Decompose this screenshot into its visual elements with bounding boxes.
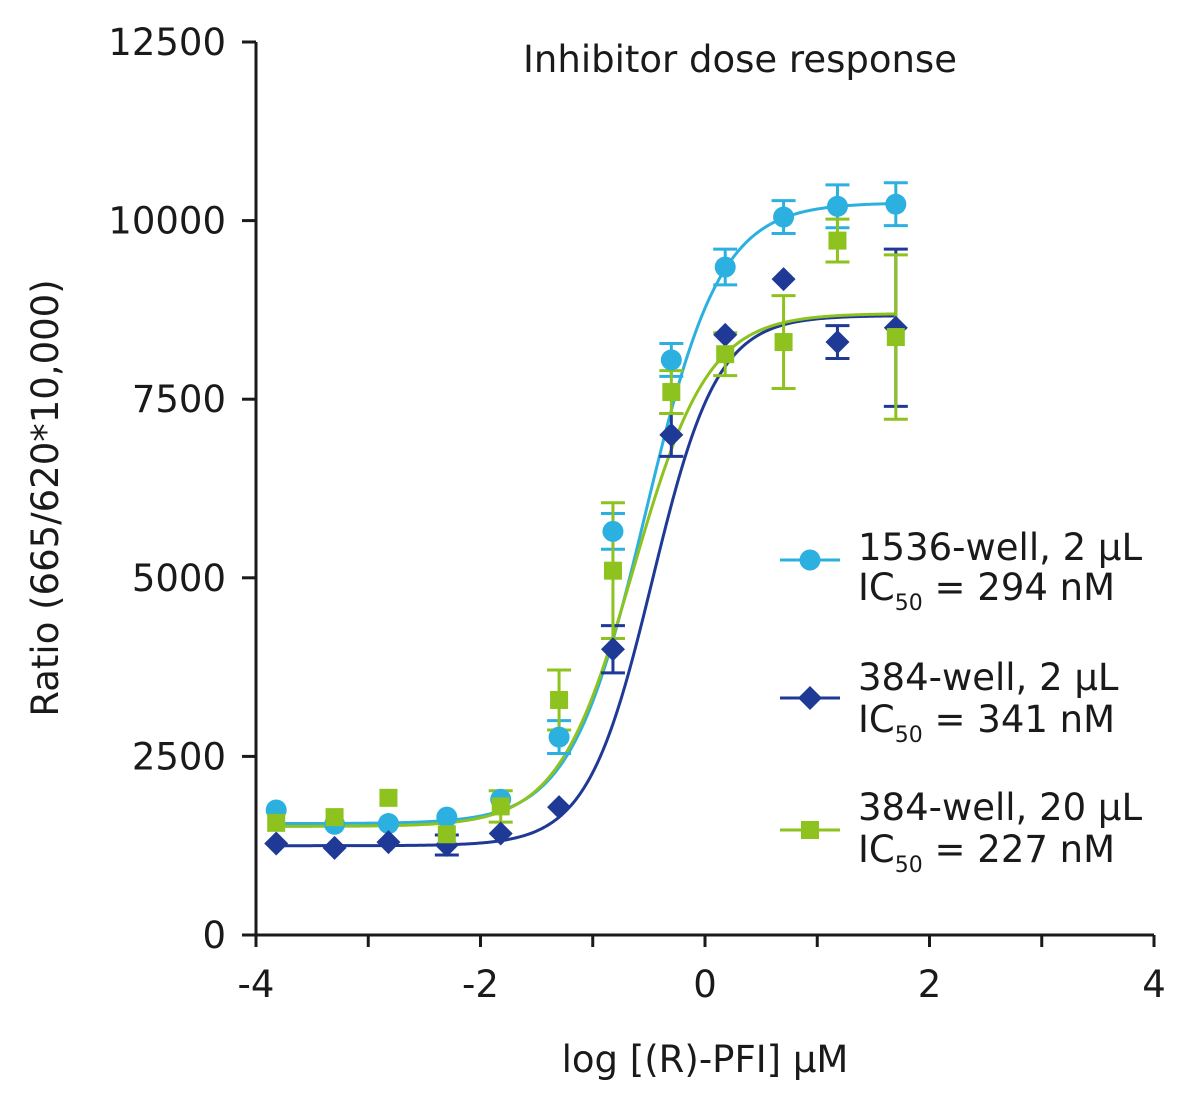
y-tick-label: 10000: [108, 200, 226, 243]
data-point-diamond: [825, 330, 850, 355]
fit-curves: [276, 202, 896, 848]
data-point-diamond: [376, 830, 401, 855]
legend-ic50: IC50 = 227 nM: [858, 828, 1115, 878]
x-tick-label: -2: [462, 963, 499, 1006]
data-point-square: [716, 345, 735, 364]
data-point-circle: [377, 813, 399, 835]
data-points: [264, 193, 908, 860]
fit-curve: [276, 202, 896, 826]
x-axis-ticks: -4 -2 0 2 4: [238, 935, 1166, 1006]
legend-series-name: 384-well, 20 μL: [858, 786, 1142, 829]
data-point-diamond: [771, 267, 796, 292]
x-tick-label: -4: [238, 963, 275, 1006]
legend-square-marker: [801, 821, 819, 839]
data-point-circle: [436, 806, 458, 828]
legend-ic50: IC50 = 294 nM: [858, 566, 1115, 616]
data-point-square: [550, 690, 569, 709]
data-point-square: [267, 813, 286, 832]
y-tick-label: 12500: [108, 21, 226, 64]
legend-entry-384-well-2ul: 384-well, 2 μL IC50 = 341 nM: [780, 656, 1119, 748]
y-axis-ticks: 0 2500 5000 7500 10000 12500: [108, 21, 256, 957]
data-point-diamond: [659, 422, 684, 447]
legend-series-name: 1536-well, 2 μL: [858, 526, 1142, 569]
x-tick-label: 4: [1142, 963, 1166, 1006]
y-tick-label: 0: [202, 914, 226, 957]
data-point-circle: [885, 193, 907, 215]
data-point-square: [437, 825, 456, 844]
data-point-circle: [826, 195, 848, 217]
data-point-circle: [773, 206, 795, 228]
legend-series-name: 384-well, 2 μL: [858, 656, 1119, 699]
x-tick-label: 2: [918, 963, 942, 1006]
data-point-square: [603, 561, 622, 580]
data-point-square: [774, 333, 793, 352]
data-point-diamond: [547, 795, 572, 820]
data-point-circle: [548, 726, 570, 748]
data-point-square: [379, 788, 398, 807]
fit-curve: [276, 312, 896, 828]
data-point-circle: [602, 520, 624, 542]
fit-curve: [276, 314, 896, 848]
legend-diamond-marker: [798, 686, 822, 710]
data-point-square: [886, 328, 905, 347]
legend-entry-1536-well: 1536-well, 2 μL IC50 = 294 nM: [780, 526, 1142, 616]
legend-ic50: IC50 = 341 nM: [858, 698, 1115, 748]
legend-entry-384-well-20ul: 384-well, 20 μL IC50 = 227 nM: [780, 786, 1142, 878]
data-point-diamond: [264, 831, 289, 856]
data-point-circle: [714, 256, 736, 278]
data-point-diamond: [600, 637, 625, 662]
y-tick-label: 5000: [132, 557, 226, 600]
y-axis-label: Ratio (665/620*10,000): [24, 279, 67, 716]
data-point-square: [325, 808, 344, 827]
y-tick-label: 2500: [132, 735, 226, 778]
data-point-circle: [660, 349, 682, 371]
data-point-square: [662, 383, 681, 402]
data-point-diamond: [322, 835, 347, 860]
data-point-square: [491, 797, 510, 816]
legend-circle-marker: [799, 549, 821, 571]
legend: 1536-well, 2 μL IC50 = 294 nM 384-well, …: [780, 526, 1142, 878]
chart-title: Inhibitor dose response: [523, 38, 957, 81]
x-axis-label: log [(R)-PFI] μM: [562, 1038, 849, 1081]
x-tick-label: 0: [693, 963, 717, 1006]
y-tick-label: 7500: [132, 378, 226, 421]
data-point-diamond: [488, 821, 513, 846]
error-bars: [434, 181, 908, 857]
data-point-square: [828, 231, 847, 250]
data-point-diamond: [713, 322, 738, 347]
